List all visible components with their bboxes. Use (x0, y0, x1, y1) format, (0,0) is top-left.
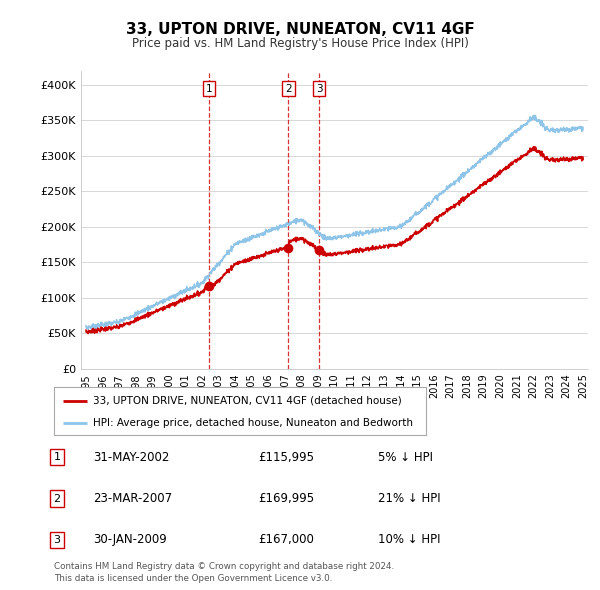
Text: 2: 2 (53, 494, 61, 503)
Text: 31-MAY-2002: 31-MAY-2002 (93, 451, 169, 464)
Text: 1: 1 (53, 453, 61, 462)
Text: HPI: Average price, detached house, Nuneaton and Bedworth: HPI: Average price, detached house, Nune… (93, 418, 413, 428)
Text: 33, UPTON DRIVE, NUNEATON, CV11 4GF (detached house): 33, UPTON DRIVE, NUNEATON, CV11 4GF (det… (93, 395, 402, 405)
Text: £167,000: £167,000 (258, 533, 314, 546)
Text: Contains HM Land Registry data © Crown copyright and database right 2024.
This d: Contains HM Land Registry data © Crown c… (54, 562, 394, 583)
Text: £169,995: £169,995 (258, 492, 314, 505)
Text: 10% ↓ HPI: 10% ↓ HPI (378, 533, 440, 546)
Text: 23-MAR-2007: 23-MAR-2007 (93, 492, 172, 505)
Text: 5% ↓ HPI: 5% ↓ HPI (378, 451, 433, 464)
Text: 2: 2 (285, 84, 292, 94)
Text: 33, UPTON DRIVE, NUNEATON, CV11 4GF: 33, UPTON DRIVE, NUNEATON, CV11 4GF (125, 22, 475, 37)
Text: £115,995: £115,995 (258, 451, 314, 464)
Text: 21% ↓ HPI: 21% ↓ HPI (378, 492, 440, 505)
Text: 1: 1 (205, 84, 212, 94)
Text: 3: 3 (53, 535, 61, 545)
Text: 3: 3 (316, 84, 323, 94)
Text: Price paid vs. HM Land Registry's House Price Index (HPI): Price paid vs. HM Land Registry's House … (131, 37, 469, 50)
Text: 30-JAN-2009: 30-JAN-2009 (93, 533, 167, 546)
